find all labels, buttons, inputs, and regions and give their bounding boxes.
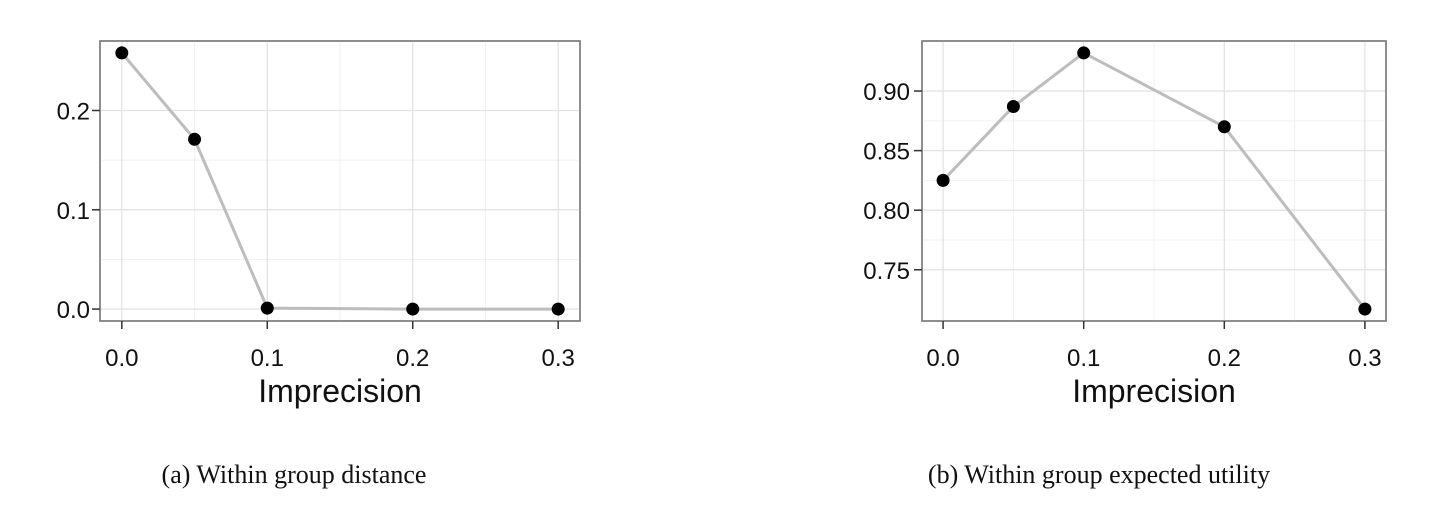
x-tick-label: 0.2 <box>396 345 429 372</box>
figure-caption: (b) Within group expected utility <box>928 460 1270 489</box>
y-tick-label: 0.90 <box>863 79 910 106</box>
grid <box>922 41 1386 321</box>
x-axis-title: Imprecision <box>1072 373 1236 409</box>
x-tick-label: 0.3 <box>541 345 574 372</box>
x-tick-label: 0.1 <box>1067 345 1100 372</box>
data-point <box>551 302 565 316</box>
axes: 0.0 0.1 0.2 0.3 0.0 0.1 0.2 <box>57 99 575 372</box>
data-points <box>115 46 565 316</box>
x-tick-label: 0.2 <box>1208 345 1241 372</box>
x-tick-label: 0.3 <box>1348 345 1381 372</box>
chart-within-group-expected-utility: 0.0 0.1 0.2 0.3 0.75 0.80 0.85 0.90 Imprecision (… <box>863 40 1387 489</box>
x-axis-title: Imprecision <box>258 373 422 409</box>
data-point <box>936 173 950 187</box>
y-tick-label: 0.0 <box>57 297 90 324</box>
data-point <box>406 302 420 316</box>
data-point <box>1217 120 1231 134</box>
data-point <box>1077 46 1091 60</box>
data-point <box>1358 302 1372 316</box>
x-tick-label: 0.1 <box>251 345 284 372</box>
plot-border <box>921 40 1387 322</box>
y-tick-label: 0.75 <box>863 258 910 285</box>
data-point <box>115 46 129 60</box>
data-point <box>260 301 274 315</box>
x-tick-label: 0.0 <box>926 345 959 372</box>
y-tick-label: 0.2 <box>57 99 90 126</box>
data-point <box>188 132 202 146</box>
plot-border <box>99 40 581 322</box>
axes: 0.0 0.1 0.2 0.3 0.75 0.80 0.85 0.90 <box>863 79 1381 372</box>
x-tick-label: 0.0 <box>105 345 138 372</box>
y-tick-label: 0.80 <box>863 198 910 225</box>
data-points <box>936 46 1372 316</box>
y-tick-label: 0.85 <box>863 139 910 166</box>
y-tick-label: 0.1 <box>57 198 90 225</box>
figure-caption: (a) Within group distance <box>162 460 427 489</box>
data-point <box>1006 100 1020 114</box>
